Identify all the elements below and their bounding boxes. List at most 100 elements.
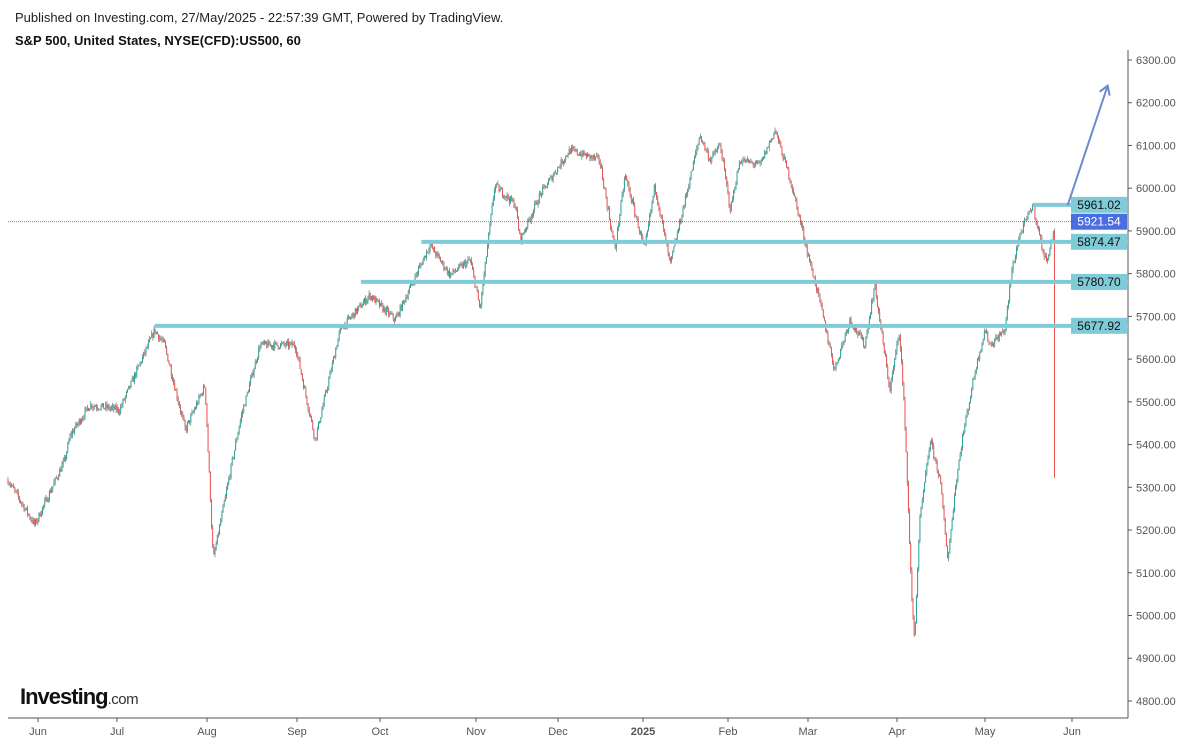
candle-body <box>587 153 589 158</box>
candle-body <box>706 149 708 152</box>
candle-body <box>466 261 468 267</box>
candle-body <box>794 194 796 197</box>
level-price-badge <box>1071 273 1127 290</box>
candle-body <box>400 305 402 311</box>
candle-body <box>790 181 792 185</box>
price-tick-label: 6200.00 <box>1136 98 1176 110</box>
candle-body <box>576 149 578 155</box>
candle-body <box>898 335 900 338</box>
candle-body <box>918 541 920 569</box>
candle-body <box>8 483 10 485</box>
candle-body <box>630 196 632 202</box>
candle-body <box>216 534 218 545</box>
candle-body <box>717 148 719 152</box>
candle-body <box>329 372 331 379</box>
candle-body <box>510 196 512 203</box>
candle-body <box>124 396 126 401</box>
candle-body <box>668 252 670 259</box>
candle-body <box>683 205 685 208</box>
candle-body <box>255 361 257 363</box>
candle-body <box>1013 262 1015 264</box>
candle-body <box>818 288 820 294</box>
candle-body <box>319 421 321 423</box>
candle-body <box>407 292 409 298</box>
candle-body <box>861 337 863 339</box>
candle-body <box>332 357 334 363</box>
candle-body <box>293 343 295 347</box>
candle-body <box>225 489 227 497</box>
candle-body <box>254 361 256 370</box>
candle-body <box>653 184 655 196</box>
candle-body <box>641 232 643 237</box>
candle-body <box>492 198 494 205</box>
candle-body <box>392 313 394 319</box>
candle-body <box>420 264 422 266</box>
candle-body <box>660 214 662 216</box>
candle-body <box>25 507 27 509</box>
candle-body <box>1027 212 1029 219</box>
candle-body <box>350 317 352 319</box>
candle-body <box>514 206 516 208</box>
candle-body <box>533 210 535 216</box>
candle-body <box>777 135 779 142</box>
candle-body <box>409 283 411 288</box>
candle-body <box>73 430 75 433</box>
candle-body <box>805 243 807 246</box>
candle-body <box>174 382 176 391</box>
candle-body <box>735 184 737 190</box>
candle-body <box>914 623 916 635</box>
candle-body <box>397 312 399 316</box>
candle-body <box>137 366 139 368</box>
candle-body <box>723 160 725 170</box>
candle-body <box>359 304 361 306</box>
candle-body <box>955 486 957 496</box>
candle-body <box>427 251 429 253</box>
candle-body <box>316 428 318 439</box>
candle-body <box>901 348 903 363</box>
candle-body <box>614 242 616 249</box>
candle-body <box>198 396 200 404</box>
candle-body <box>181 411 183 414</box>
candle-body <box>656 192 658 198</box>
price-tick-label: 6300.00 <box>1136 55 1176 67</box>
candle-body <box>286 341 288 343</box>
investing-logo: Investing.com <box>20 684 139 710</box>
candle-body <box>443 261 445 269</box>
candle-body <box>165 342 167 347</box>
time-tick-label: Dec <box>548 726 568 738</box>
candle-body <box>191 412 193 415</box>
candle-body <box>330 370 332 373</box>
candle-body <box>585 154 587 158</box>
candle-body <box>481 292 483 306</box>
candle-body <box>596 155 598 157</box>
candle-body <box>736 172 738 185</box>
candle-body <box>552 175 554 181</box>
candle-body <box>237 432 239 440</box>
candle-body <box>462 263 464 268</box>
candle-body <box>78 419 80 424</box>
candle-body <box>520 233 522 243</box>
candle-body <box>986 331 988 334</box>
candle-body <box>531 215 533 217</box>
candle-body <box>60 469 62 472</box>
candle-body <box>1011 269 1013 280</box>
candle-body <box>28 513 30 515</box>
candle-body <box>478 300 480 307</box>
candle-body <box>418 267 420 274</box>
candle-body <box>9 484 11 486</box>
candle-body <box>987 331 989 341</box>
candle-body <box>926 463 928 473</box>
candle-body <box>162 339 164 341</box>
candle-body <box>465 261 467 267</box>
candle-body <box>704 142 706 150</box>
candle-body <box>336 346 338 349</box>
price-tick-label: 5700.00 <box>1136 311 1176 323</box>
published-note: Published on Investing.com, 27/May/2025 … <box>15 10 504 25</box>
candle-body <box>997 337 999 341</box>
candle-body <box>890 379 892 392</box>
candle-body <box>305 387 307 397</box>
candle-body <box>822 310 824 318</box>
candle-body <box>972 379 974 391</box>
candle-body <box>692 161 694 171</box>
